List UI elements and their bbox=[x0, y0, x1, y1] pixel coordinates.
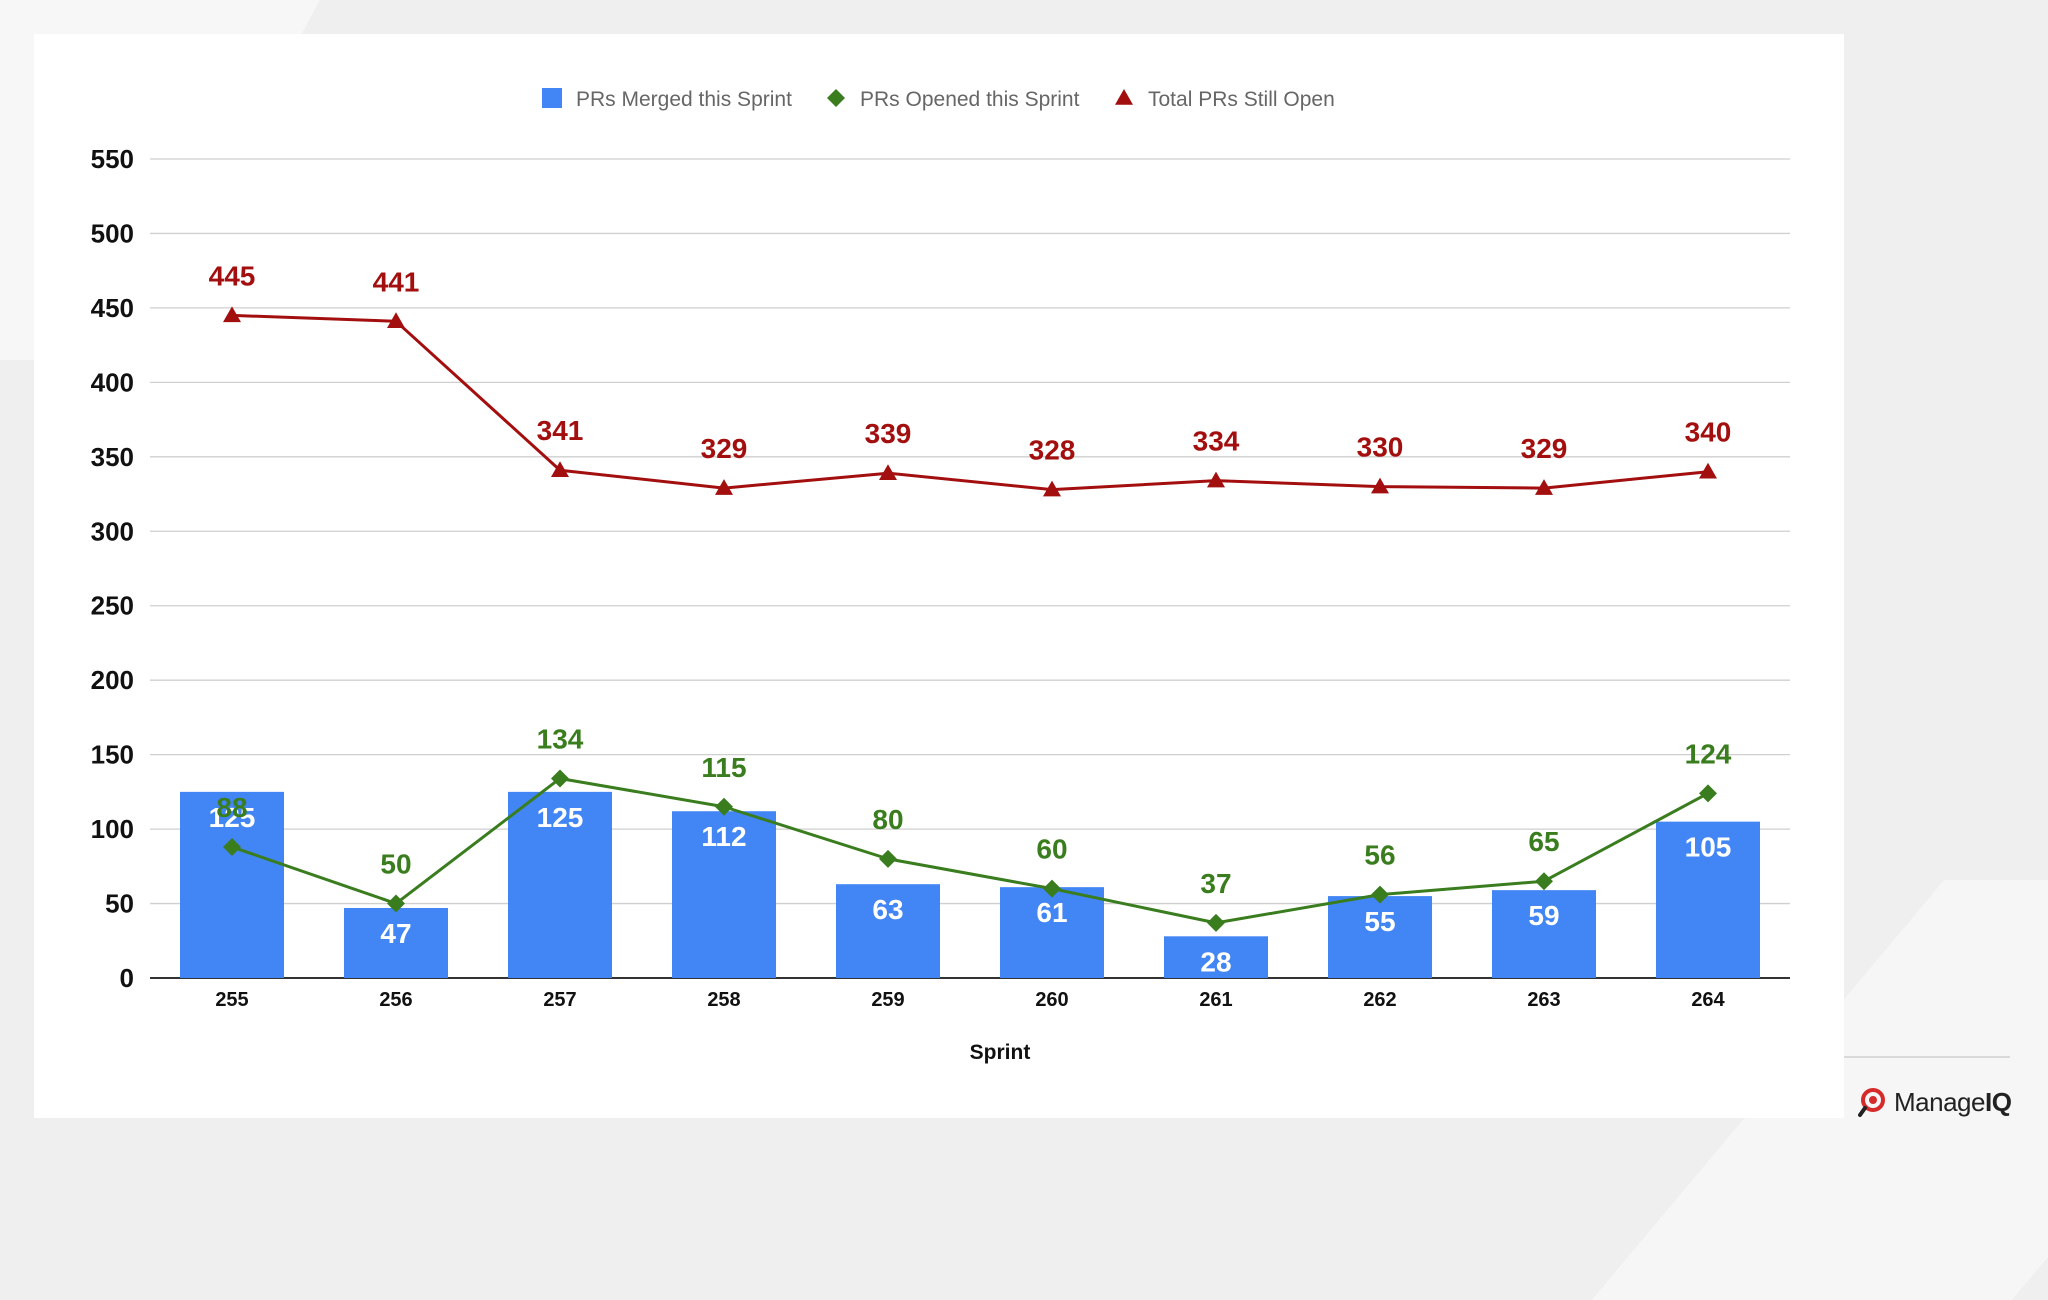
x-tick-label: 257 bbox=[543, 989, 576, 1011]
opened-data-label: 50 bbox=[380, 849, 411, 880]
bar-merged-260 bbox=[1000, 887, 1104, 978]
opened-marker-261 bbox=[1207, 913, 1225, 932]
bar-merged-264 bbox=[1656, 821, 1760, 978]
bar-data-label: 47 bbox=[380, 918, 411, 949]
y-tick-label: 0 bbox=[120, 963, 134, 993]
opened-data-label: 88 bbox=[216, 792, 247, 823]
opened-marker-257 bbox=[551, 769, 569, 788]
x-tick-label: 260 bbox=[1035, 989, 1068, 1011]
bar-data-label: 112 bbox=[701, 821, 746, 852]
opened-data-label: 60 bbox=[1036, 834, 1067, 865]
bar-merged-255 bbox=[180, 791, 284, 978]
bar-data-label: 59 bbox=[1528, 900, 1559, 931]
opened-data-label: 80 bbox=[872, 804, 903, 835]
x-tick-label: 258 bbox=[707, 989, 740, 1011]
bar-data-label: 28 bbox=[1200, 946, 1231, 977]
y-tick-label: 300 bbox=[91, 516, 134, 546]
opened-marker-255 bbox=[223, 837, 241, 856]
total-open-marker-259 bbox=[879, 464, 897, 480]
manageiq-logo-icon bbox=[1858, 1088, 1885, 1117]
total-open-data-label: 328 bbox=[1029, 435, 1076, 466]
total-open-data-label: 329 bbox=[701, 433, 748, 464]
total-open-marker-258 bbox=[715, 479, 733, 495]
total-open-data-label: 330 bbox=[1357, 432, 1404, 463]
legend-marker-0 bbox=[542, 88, 562, 108]
bar-data-label: 63 bbox=[872, 894, 903, 925]
bar-merged-262 bbox=[1328, 896, 1432, 978]
legend-marker-1 bbox=[827, 89, 845, 107]
y-tick-label: 200 bbox=[91, 665, 134, 695]
opened-data-label: 124 bbox=[1685, 738, 1732, 769]
x-tick-label: 262 bbox=[1363, 989, 1396, 1011]
opened-data-label: 37 bbox=[1200, 868, 1231, 899]
y-tick-label: 500 bbox=[91, 218, 134, 248]
y-tick-label: 250 bbox=[91, 591, 134, 621]
bar-merged-258 bbox=[672, 811, 776, 978]
y-tick-label: 350 bbox=[91, 442, 134, 472]
opened-marker-263 bbox=[1535, 872, 1553, 891]
y-tick-label: 50 bbox=[105, 889, 134, 919]
opened-marker-260 bbox=[1043, 879, 1061, 898]
x-tick-label: 255 bbox=[215, 989, 248, 1011]
y-tick-label: 100 bbox=[91, 814, 134, 844]
total-open-marker-255 bbox=[223, 306, 241, 323]
opened-data-label: 56 bbox=[1364, 840, 1395, 871]
x-tick-label: 263 bbox=[1527, 989, 1560, 1011]
legend-marker-2 bbox=[1115, 89, 1133, 105]
x-tick-label: 259 bbox=[871, 989, 904, 1011]
total-open-marker-257 bbox=[551, 461, 569, 477]
bar-merged-257 bbox=[508, 791, 612, 978]
total-open-marker-264 bbox=[1699, 462, 1717, 479]
bar-data-label: 105 bbox=[1685, 832, 1732, 863]
opened-marker-259 bbox=[879, 849, 897, 868]
total-open-marker-261 bbox=[1207, 471, 1225, 488]
x-tick-label: 264 bbox=[1691, 989, 1725, 1011]
total-open-marker-262 bbox=[1371, 477, 1389, 494]
opened-data-label: 65 bbox=[1528, 826, 1559, 857]
bar-merged-256 bbox=[344, 908, 448, 978]
opened-marker-264 bbox=[1699, 784, 1717, 803]
bar-data-label: 125 bbox=[537, 802, 584, 833]
bar-merged-263 bbox=[1492, 890, 1596, 978]
line-opened bbox=[231, 776, 1709, 925]
x-axis-title: Sprint bbox=[970, 1041, 1031, 1064]
chart-card: 0 50 100 150 200 250 300 350 400 450 500 550 255 256 2… bbox=[34, 34, 1844, 1118]
y-tick-label: 550 bbox=[91, 144, 134, 174]
bar-data-label: 55 bbox=[1364, 906, 1395, 937]
opened-marker-262 bbox=[1371, 885, 1389, 904]
x-tick-label: 261 bbox=[1199, 989, 1232, 1011]
bar-merged-259 bbox=[836, 884, 940, 978]
total-open-marker-263 bbox=[1535, 479, 1553, 495]
opened-data-label: 134 bbox=[537, 723, 584, 754]
total-open-marker-260 bbox=[1043, 480, 1061, 497]
x-tick-label: 256 bbox=[379, 989, 412, 1011]
logo-text: ManageIQ bbox=[1894, 1086, 2012, 1117]
bar-data-label: 125 bbox=[209, 802, 256, 833]
bar-data-label: 61 bbox=[1036, 897, 1067, 928]
opened-marker-256 bbox=[387, 894, 405, 913]
manageiq-logo: ManageIQ bbox=[1858, 1082, 2012, 1122]
footer-divider bbox=[1844, 1056, 2010, 1058]
opened-data-label: 115 bbox=[701, 752, 746, 783]
legend-label: PRs Merged this Sprint bbox=[576, 88, 792, 111]
total-open-data-label: 445 bbox=[209, 260, 256, 291]
y-tick-label: 450 bbox=[91, 293, 134, 323]
opened-marker-258 bbox=[715, 797, 733, 816]
y-tick-label: 400 bbox=[91, 367, 134, 397]
total-open-data-label: 341 bbox=[537, 415, 584, 446]
total-open-data-label: 329 bbox=[1521, 433, 1568, 464]
total-open-data-label: 441 bbox=[373, 266, 420, 297]
y-tick-label: 150 bbox=[91, 740, 134, 770]
legend-label: PRs Opened this Sprint bbox=[860, 88, 1080, 111]
bar-merged-261 bbox=[1164, 936, 1268, 978]
total-open-data-label: 339 bbox=[865, 418, 912, 449]
legend-label: Total PRs Still Open bbox=[1148, 88, 1335, 111]
total-open-data-label: 334 bbox=[1193, 426, 1240, 457]
total-open-data-label: 340 bbox=[1685, 417, 1732, 448]
combo-chart: 0 50 100 150 200 250 300 350 400 450 500 550 255 256 2… bbox=[91, 88, 1790, 1064]
total-open-marker-256 bbox=[387, 312, 405, 329]
line-total-open bbox=[231, 313, 1709, 492]
